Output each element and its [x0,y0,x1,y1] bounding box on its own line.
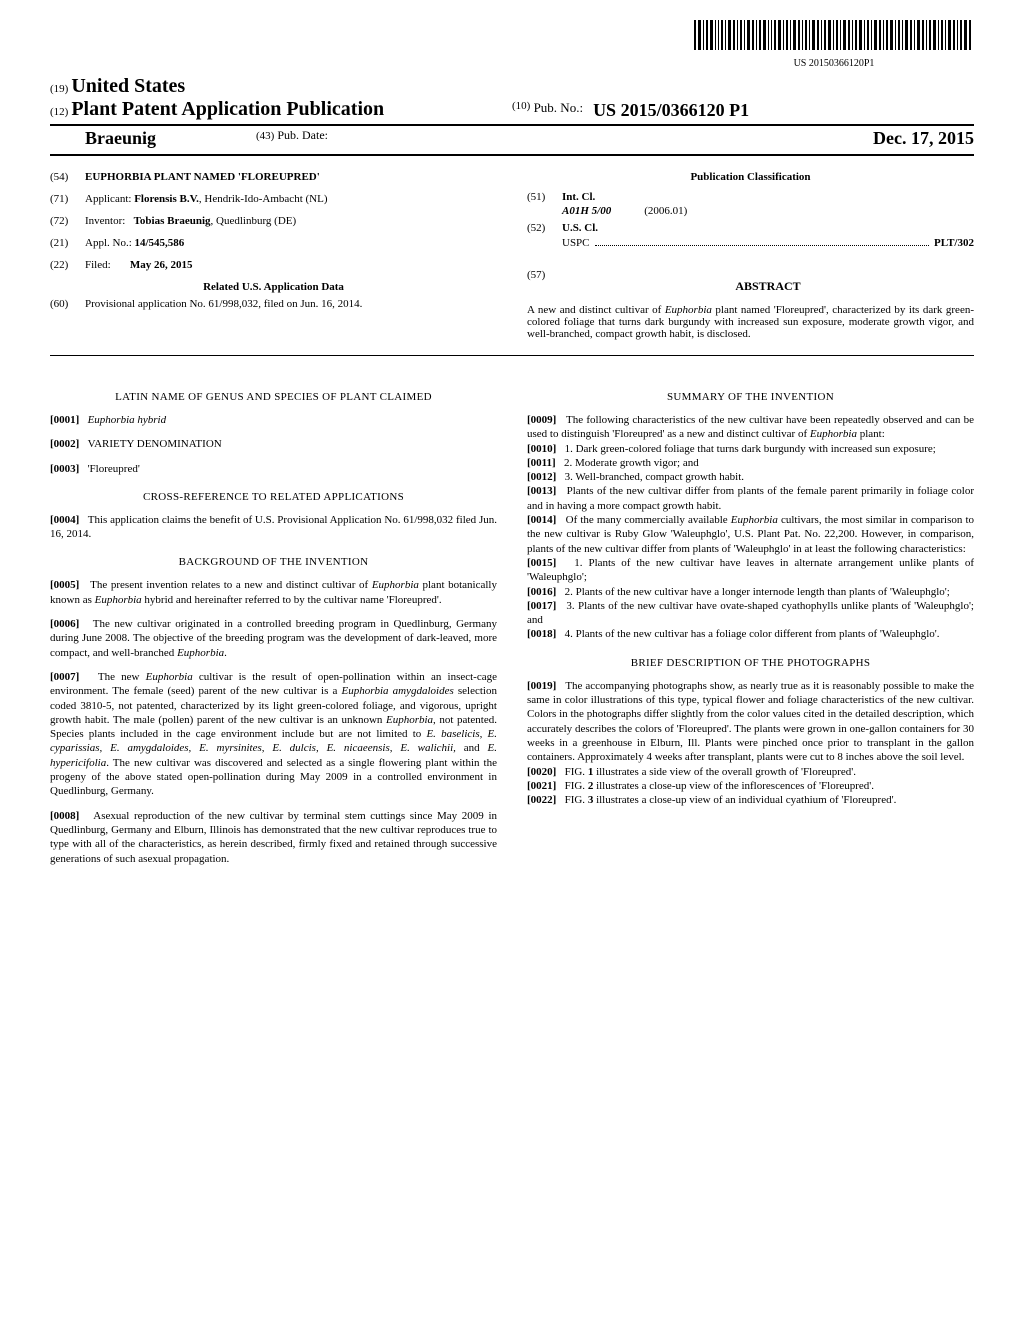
prov-text: Provisional application No. 61/998,032, … [85,298,497,310]
p0017: 3. Plants of the new cultivar have ovate… [527,600,974,626]
p0016: 2. Plants of the new cultivar have a lon… [565,586,950,598]
pub-type-code: (12) [50,106,68,118]
p0021-num: [0021] [527,780,556,792]
photo-heading: BRIEF DESCRIPTION OF THE PHOTOGRAPHS [527,657,974,669]
header-row-1: (19) United States (12) Plant Patent App… [50,75,974,126]
uspc-label: USPC [562,237,590,249]
p0017-num: [0017] [527,600,556,612]
p0020-num: [0020] [527,766,556,778]
pub-date: Dec. 17, 2015 [873,128,974,149]
class-heading: Publication Classification [527,171,974,183]
p0008: Asexual reproduction of the new cultivar… [50,810,497,865]
p0010-num: [0010] [527,443,556,455]
intcl-year: (2006.01) [644,205,687,217]
p0018: 4. Plants of the new cultivar has a foli… [565,628,940,640]
p0004-num: [0004] [50,514,79,526]
p0016-num: [0016] [527,586,556,598]
pub-date-label: Pub. Date: [277,128,328,142]
inventor-code: (72) [50,215,85,227]
pub-type: Plant Patent Application Publication [71,98,384,120]
p0002: VARIETY DENOMINATION [88,438,222,450]
p0012-num: [0012] [527,471,556,483]
biblio-left: (54) EUPHORBIA PLANT NAMED 'FLOREUPRED' … [50,171,497,340]
p0001: Euphorbia hybrid [88,414,167,426]
p0011-num: [0011] [527,457,556,469]
country-code: (19) [50,83,68,95]
p0013-num: [0013] [527,485,556,497]
pub-no: US 2015/0366120 P1 [593,100,749,121]
background-heading: BACKGROUND OF THE INVENTION [50,556,497,568]
author: Braeunig [50,128,156,149]
abstract-heading: ABSTRACT [562,279,974,294]
body-content: LATIN NAME OF GENUS AND SPECIES OF PLANT… [50,376,974,876]
title-code: (54) [50,171,85,183]
p0022-num: [0022] [527,794,556,806]
barcode-svg [694,20,974,52]
related-heading: Related U.S. Application Data [50,281,497,293]
uspc-class: PLT/302 [934,237,974,249]
pub-no-label: Pub. No.: [534,100,583,121]
p0005-num: [0005] [50,579,79,591]
dotted-line [595,236,930,246]
p0019: The accompanying photographs show, as ne… [527,680,974,763]
crossref-heading: CROSS-REFERENCE TO RELATED APPLICATIONS [50,491,497,503]
p0019-num: [0019] [527,680,556,692]
inventor-loc: , Quedlinburg (DE) [211,215,297,227]
p0007-num: [0007] [50,671,79,683]
applicant: Florensis B.V. [134,193,199,205]
prov-code: (60) [50,298,85,310]
inventor: Tobias Braeunig [134,215,211,227]
p0003: 'Floreupred' [88,463,140,475]
p0012: 3. Well-branched, compact growth habit. [565,471,744,483]
p0006-num: [0006] [50,618,79,630]
applicant-code: (71) [50,193,85,205]
p0010: 1. Dark green-colored foliage that turns… [565,443,936,455]
p0001-num: [0001] [50,414,79,426]
body-right-col: SUMMARY OF THE INVENTION [0009] The foll… [527,376,974,876]
uscl-code: (52) [527,222,562,234]
barcode: US 20150366120P1 [694,20,974,69]
filed-label: Filed: [85,259,111,271]
abstract-text: A new and distinct cultivar of Euphorbia… [527,304,974,340]
applicant-label: Applicant: [85,193,131,205]
inventor-label: Inventor: [85,215,125,227]
latin-heading: LATIN NAME OF GENUS AND SPECIES OF PLANT… [50,391,497,403]
p0002-num: [0002] [50,438,79,450]
p0018-num: [0018] [527,628,556,640]
abstract-code: (57) [527,269,562,304]
p0011: 2. Moderate growth vigor; and [564,457,699,469]
barcode-section: US 20150366120P1 [50,20,974,70]
intcl-class: A01H 5/00 [562,205,611,217]
intcl-code: (51) [527,191,562,203]
applicant-loc: , Hendrik-Ido-Ambacht (NL) [199,193,328,205]
appl-code: (21) [50,237,85,249]
intcl-label: Int. Cl. [562,191,595,203]
p0003-num: [0003] [50,463,79,475]
p0008-num: [0008] [50,810,79,822]
barcode-text: US 20150366120P1 [694,58,974,69]
p0013: Plants of the new cultivar differ from p… [527,485,974,511]
p0004: This application claims the benefit of U… [50,514,497,540]
pub-no-code: (10) [512,100,530,121]
p0014-num: [0014] [527,514,556,526]
p0009-num: [0009] [527,414,556,426]
pub-date-code: (43) [256,130,274,142]
biblio-section: (54) EUPHORBIA PLANT NAMED 'FLOREUPRED' … [50,171,974,356]
p0015: 1. Plants of the new cultivar have leave… [527,557,974,583]
body-left-col: LATIN NAME OF GENUS AND SPECIES OF PLANT… [50,376,497,876]
uscl-label: U.S. Cl. [562,222,598,234]
filed-code: (22) [50,259,85,271]
appl-label: Appl. No.: [85,237,132,249]
biblio-right: Publication Classification (51) Int. Cl.… [527,171,974,340]
header-row-2: Braeunig (43) Pub. Date: Dec. 17, 2015 [50,128,974,156]
patent-title: EUPHORBIA PLANT NAMED 'FLOREUPRED' [85,171,320,183]
p0015-num: [0015] [527,557,556,569]
appl-no: 14/545,586 [135,237,185,249]
filed-date: May 26, 2015 [130,259,193,271]
summary-heading: SUMMARY OF THE INVENTION [527,391,974,403]
country: United States [71,75,185,97]
